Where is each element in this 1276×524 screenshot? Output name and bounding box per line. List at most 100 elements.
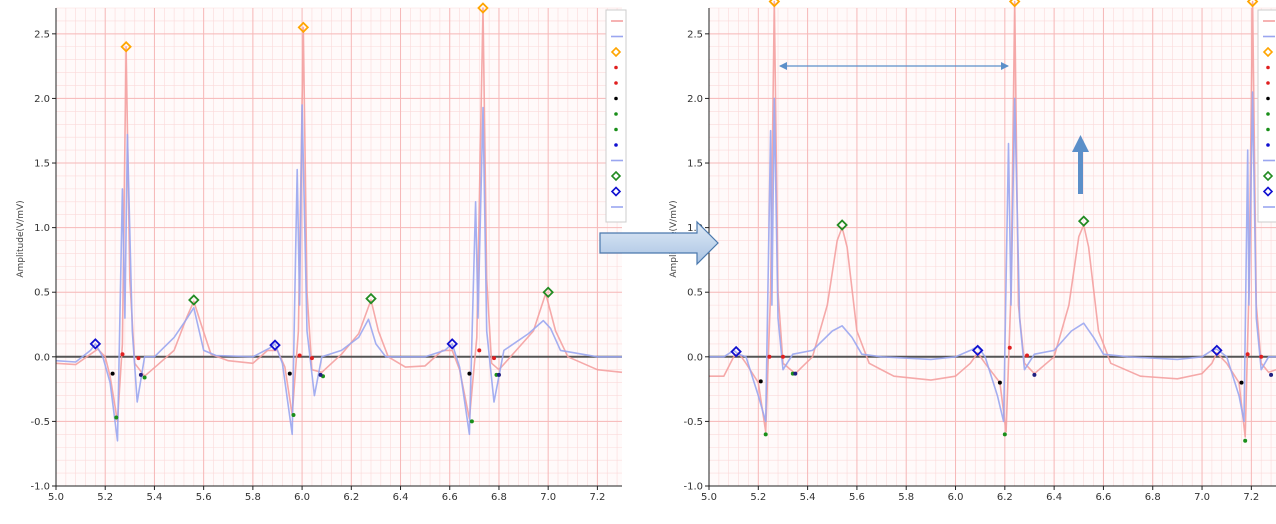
plot-area [709, 8, 1276, 486]
y-tick-label: 1.0 [687, 223, 703, 234]
green-point-dot [291, 412, 296, 417]
t-wave-up-arrow-icon [1072, 135, 1089, 194]
legend-dot-swatch [1266, 127, 1270, 132]
green-point-dot [114, 415, 119, 420]
offset-point-dot [318, 372, 323, 377]
y-tick-label: -0.5 [683, 417, 703, 428]
x-tick-label: 7.2 [589, 492, 605, 503]
y-tick-label: 0.5 [687, 288, 703, 299]
x-tick-label: 6.0 [294, 492, 310, 503]
q-point-dot [997, 380, 1002, 385]
q-onset-dot [120, 352, 125, 357]
transition-right-arrow-icon [599, 220, 719, 266]
legend-dot-swatch [614, 143, 618, 147]
x-tick-label: 7.0 [1194, 492, 1210, 503]
legend-diamond-swatch [610, 170, 622, 182]
offset-point-dot [793, 371, 798, 376]
left-ecg-chart: -1.0 -0.5 0.0 0.5 1.0 1.5 2.0 2.5 5.0 5.2 5.4 5.6 5.… [16, 2, 627, 503]
t-peak-marker [365, 292, 377, 305]
t-peak-marker [542, 286, 554, 298]
offset-point-dot [138, 372, 143, 377]
s-point-dot [136, 356, 141, 361]
series-line-2 [709, 91, 1276, 423]
x-tick-label: 5.4 [800, 492, 816, 503]
series-line-2 [55, 104, 622, 442]
q-point-dot [467, 371, 472, 376]
green-point-dot [1002, 432, 1007, 437]
legend-box [605, 9, 627, 223]
x-tick-label: 6.6 [442, 492, 458, 503]
green-point-dot [469, 419, 474, 424]
q-onset-dot [477, 348, 482, 353]
s-point-dot [780, 354, 785, 359]
y-tick-label: 2.5 [687, 29, 703, 40]
x-tick-label: 6.4 [393, 492, 409, 503]
x-tick-label: 5.8 [898, 492, 914, 503]
x-tick-label: 6.2 [997, 492, 1013, 503]
x-tick-label: 5.2 [750, 492, 766, 503]
x-tick-label: 5.6 [196, 492, 212, 503]
markers [730, 0, 1274, 443]
s-point-dot [492, 356, 497, 361]
r-peak-marker [120, 40, 132, 53]
q-onset-dot [767, 354, 772, 359]
s-point-dot [1025, 353, 1030, 358]
legend-dot-swatch [614, 81, 618, 85]
legend-diamond-swatch [1262, 46, 1274, 58]
q-onset-dot [1007, 345, 1012, 350]
t-peak-marker [1077, 215, 1090, 227]
y-tick-label: -0.5 [30, 417, 50, 428]
offset-point-dot [1032, 372, 1037, 377]
p-peak-marker [1211, 344, 1223, 357]
y-tick-label: 0.5 [34, 288, 50, 299]
legend-dot-swatch [1266, 143, 1270, 147]
offset-point-dot [1269, 372, 1274, 377]
p-peak-marker [446, 338, 458, 350]
x-tick-label: 6.6 [1095, 492, 1111, 503]
x-tick-label: 7.2 [1243, 492, 1259, 503]
right-ecg-chart: -1.0 -0.5 0.0 0.5 1.0 1.5 2.0 2.5 5.0 5.2 5.4 5.6 5.… [669, 0, 1276, 503]
q-point-dot [758, 379, 763, 384]
offset-point-dot [496, 372, 501, 377]
legend-diamond-swatch [610, 186, 622, 197]
y-tick-label: 2.0 [34, 94, 50, 105]
q-point-dot [110, 371, 115, 376]
legend-diamond-swatch [1262, 170, 1274, 182]
q-point-dot [287, 371, 292, 376]
x-tick-label: 6.0 [948, 492, 964, 503]
y-axis-label: Amplitude(V/mV) [16, 200, 26, 277]
x-tick-label: 6.4 [1046, 492, 1062, 503]
series-line-1 [709, 0, 1276, 438]
legend-diamond-swatch [610, 46, 622, 58]
legend-box [1257, 9, 1276, 223]
x-tick-label: 6.2 [343, 492, 359, 503]
legend-dot-swatch [614, 112, 618, 116]
y-tick-label: 2.0 [687, 94, 703, 105]
p-peak-marker [730, 345, 742, 358]
r-peak-marker [1008, 0, 1021, 8]
x-tick-label: 7.0 [540, 492, 556, 503]
legend-diamond-swatch [1262, 186, 1274, 197]
p-peak-marker [89, 338, 102, 350]
markers [89, 2, 554, 424]
green-point-dot [142, 375, 147, 380]
x-tick-label: 5.2 [97, 492, 113, 503]
x-tick-label: 5.0 [48, 492, 64, 503]
legend-dot-swatch [614, 65, 618, 70]
y-tick-label: 0.0 [34, 352, 50, 363]
p-peak-marker [971, 344, 984, 357]
legend-dot-swatch [1266, 96, 1270, 101]
plot-area [56, 8, 622, 486]
y-tick-label: 1.0 [34, 223, 50, 234]
t-peak-marker [188, 294, 200, 306]
q-onset-dot [297, 353, 302, 358]
s-point-dot [1259, 354, 1264, 359]
y-tick-label: 0.0 [687, 352, 703, 363]
legend-dot-swatch [1266, 65, 1270, 70]
x-tick-label: 5.4 [146, 492, 162, 503]
y-tick-label: 1.5 [687, 159, 703, 170]
x-tick-label: 5.8 [245, 492, 261, 503]
x-tick-label: 5.0 [701, 492, 717, 503]
y-tick-label: -1.0 [683, 482, 703, 493]
legend-dot-swatch [1266, 81, 1270, 85]
